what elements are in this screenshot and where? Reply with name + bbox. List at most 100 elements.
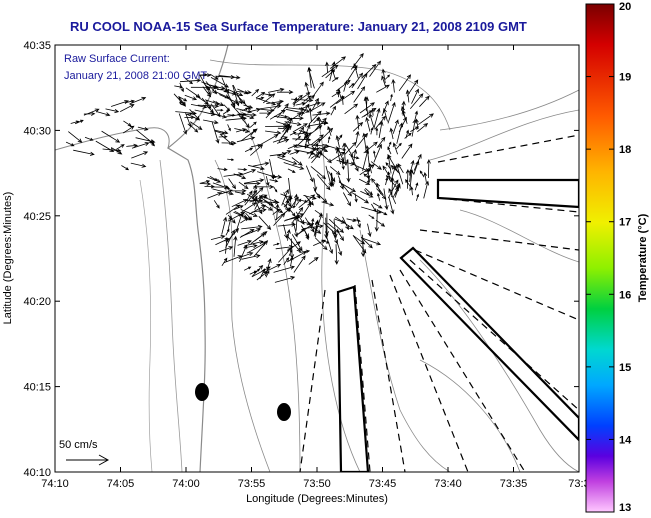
current-vector: [240, 202, 257, 214]
current-vector: [249, 204, 267, 215]
colorbar-tick-label: 13: [619, 502, 631, 514]
current-vector: [209, 73, 219, 80]
current-vector: [287, 144, 298, 150]
current-vector: [328, 218, 344, 234]
current-vector: [317, 149, 332, 164]
current-vector: [385, 175, 398, 189]
current-vector: [392, 142, 398, 155]
current-vector: [259, 104, 282, 110]
x-tick-label: 74:00: [172, 478, 200, 490]
current-vector: [204, 184, 215, 189]
depth-contour-9: [439, 89, 579, 131]
current-vector: [337, 147, 345, 163]
current-vector: [265, 270, 270, 278]
depth-contour-5: [419, 259, 579, 472]
x-tick-label: 74:10: [41, 478, 69, 490]
current-vector: [358, 178, 371, 185]
current-vector: [225, 229, 235, 248]
current-vector: [344, 103, 359, 115]
colorbar: [585, 3, 615, 513]
colorbar-label: Temperature (°C): [637, 213, 649, 302]
current-vector: [331, 91, 340, 98]
current-vector: [426, 158, 431, 179]
current-vector: [313, 239, 327, 246]
current-vector: [368, 113, 375, 129]
current-vector: [418, 113, 434, 125]
current-vector: [173, 93, 186, 107]
track-polygon-diagonal: [399, 246, 579, 442]
current-vector: [96, 111, 111, 117]
current-vector: [227, 89, 244, 97]
current-vector: [211, 121, 220, 144]
current-vector: [362, 132, 367, 154]
current-vector: [336, 160, 356, 166]
current-vector: [321, 239, 330, 244]
depth-contour-4: [359, 229, 451, 472]
current-vector: [291, 206, 304, 224]
current-vector: [351, 72, 364, 89]
current-vector: [316, 174, 331, 191]
land-shore-1: [159, 159, 183, 472]
current-vector: [292, 94, 303, 104]
current-vector: [283, 162, 305, 170]
current-vector: [223, 172, 244, 177]
current-vector: [237, 240, 252, 246]
current-vector: [206, 105, 215, 113]
current-vector: [392, 119, 399, 134]
current-vector: [268, 87, 285, 93]
current-vector: [321, 64, 339, 78]
current-vector: [296, 144, 317, 151]
current-vector: [329, 172, 334, 187]
current-vector: [335, 90, 356, 105]
current-vector: [360, 234, 366, 258]
current-vector: [189, 109, 200, 121]
current-vector: [255, 91, 266, 99]
current-vector: [394, 183, 401, 198]
x-tick-label: 73:45: [369, 478, 397, 490]
current-vector: [295, 198, 302, 206]
current-vector: [244, 240, 264, 247]
current-vector: [223, 104, 231, 112]
current-vector: [289, 256, 294, 267]
current-vector: [408, 168, 413, 182]
current-vector: [308, 256, 319, 265]
current-vector: [387, 179, 399, 199]
current-vector: [406, 79, 419, 97]
current-vector: [369, 60, 382, 77]
track-dashed-5: [409, 259, 579, 411]
track-polygon-east: [436, 178, 579, 209]
current-vector: [409, 93, 424, 109]
y-axis: 40:35 40:30 40:25 40:20 40:15 40:10: [23, 40, 579, 479]
current-vector: [348, 83, 355, 89]
current-vector: [195, 95, 210, 105]
current-vector: [223, 91, 237, 96]
current-vector: [335, 79, 351, 92]
current-vector: [363, 141, 378, 154]
x-tick-label: 73:35: [500, 478, 528, 490]
current-vector: [288, 177, 293, 201]
current-vector: [275, 203, 280, 221]
current-vector: [337, 242, 343, 256]
current-vector: [389, 127, 394, 140]
colorbar-tick-label: 17: [619, 217, 631, 229]
current-vector: [371, 177, 384, 196]
current-vector: [137, 126, 149, 131]
current-vector: [353, 218, 361, 222]
land-shore-2: [139, 179, 153, 472]
depth-contour-1: [214, 159, 271, 472]
current-vector: [184, 115, 196, 120]
current-vector: [123, 120, 132, 127]
current-vector: [237, 112, 257, 117]
current-vector: [278, 150, 292, 156]
current-vector: [329, 56, 347, 69]
current-vector: [355, 114, 360, 130]
current-vector: [237, 167, 248, 172]
current-vector: [240, 209, 258, 217]
surface-current-vectors: [65, 52, 434, 283]
current-vector: [293, 193, 298, 206]
current-vector: [280, 114, 288, 118]
x-tick-label: 73:3: [568, 478, 589, 490]
current-vector: [417, 123, 429, 133]
current-vector: [233, 205, 244, 210]
